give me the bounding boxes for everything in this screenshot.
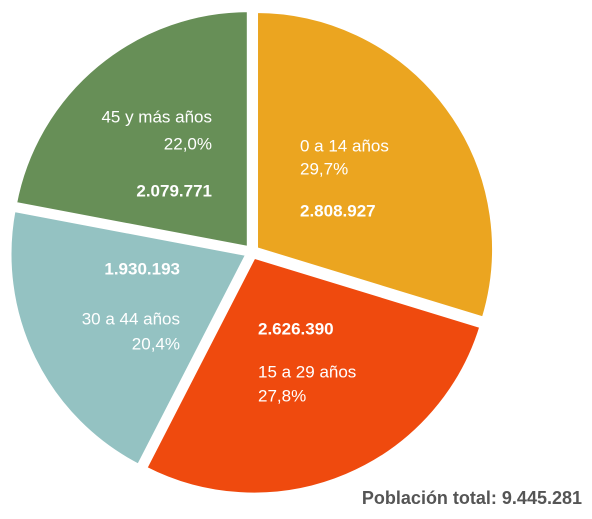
slice-count: 2.626.390 (258, 319, 334, 338)
slice-label: 0 a 14 años (300, 136, 389, 155)
pie-slice (12, 8, 251, 251)
slice-percent: 20,4% (132, 334, 180, 353)
slice-count: 2.079.771 (136, 181, 212, 200)
pie-slice (254, 9, 496, 322)
total-annotation: Población total: 9.445.281 (362, 488, 582, 508)
slice-percent: 29,7% (300, 159, 348, 178)
slice-label: 45 y más años (101, 107, 212, 126)
pie-slice (7, 207, 251, 469)
slice-count: 1.930.193 (104, 259, 180, 278)
slice-label: 15 a 29 años (258, 362, 356, 381)
pie-slice (142, 254, 485, 497)
slice-percent: 22,0% (164, 134, 212, 153)
slice-percent: 27,8% (258, 386, 306, 405)
slice-count: 2.808.927 (300, 201, 376, 220)
slice-label: 30 a 44 años (82, 309, 180, 328)
